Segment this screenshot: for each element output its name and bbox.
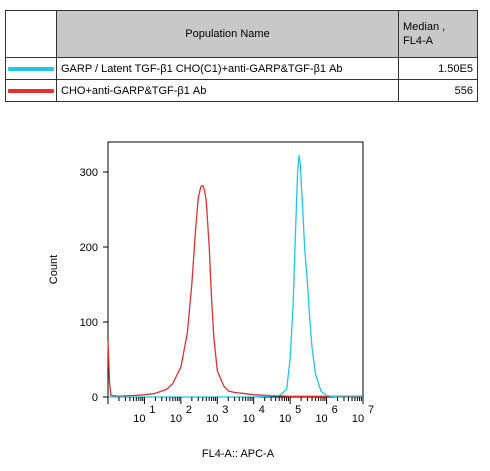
x-tick-exponent: 7	[368, 404, 374, 416]
legend-row-median: 556	[398, 79, 478, 102]
legend-swatch-line	[8, 88, 54, 93]
series-line-0	[107, 184, 363, 397]
x-axis: 10 1 10 2 10 3 10 4 10 5 10 6 10 7	[107, 397, 374, 425]
x-axis-label: FL4-A:: APC-A	[202, 448, 275, 460]
plot-frame	[107, 141, 364, 398]
x-tick-exponent: 2	[186, 404, 192, 416]
x-tick-exponent: 4	[259, 404, 265, 416]
y-tick-label: 100	[80, 317, 98, 329]
legend-row: GARP / Latent TGF-β1 CHO(C1)+anti-GARP&T…	[5, 57, 478, 80]
x-tick-exponent: 1	[149, 404, 155, 416]
legend-header-median-line2: FL4-A	[403, 35, 433, 47]
y-tick-label: 300	[80, 167, 98, 179]
y-tick-label: 0	[92, 392, 98, 404]
legend-header-median-line1: Median ,	[403, 21, 446, 33]
y-axis: 0 100 200 300	[80, 167, 108, 404]
legend-swatch-line	[8, 66, 54, 71]
x-tick-exponent: 5	[295, 404, 301, 416]
legend-row: CHO+anti-GARP&TGF-β1 Ab 556	[5, 79, 478, 102]
y-tick-label: 200	[80, 242, 98, 254]
legend-row-name: GARP / Latent TGF-β1 CHO(C1)+anti-GARP&T…	[56, 57, 399, 80]
legend-header-row: Population Name Median , FL4-A	[5, 10, 478, 58]
x-tick-label: 10	[279, 413, 291, 425]
legend-swatch	[5, 79, 57, 102]
legend-header-population-name: Population Name	[56, 10, 399, 58]
x-tick-label: 10	[206, 413, 218, 425]
x-tick-label: 10	[170, 413, 182, 425]
legend-header-median: Median , FL4-A	[398, 10, 478, 58]
x-tick-label: 10	[315, 413, 327, 425]
x-tick-label: 10	[133, 413, 145, 425]
x-tick-exponent: 6	[332, 404, 338, 416]
series-layer	[107, 154, 363, 398]
legend-row-name: CHO+anti-GARP&TGF-β1 Ab	[56, 79, 399, 102]
x-tick-label: 10	[352, 413, 364, 425]
x-tick-label: 10	[243, 413, 255, 425]
series-line-1	[108, 154, 363, 398]
y-axis-label: Count	[48, 255, 60, 284]
legend-header-blank	[5, 10, 57, 58]
x-tick-exponent: 3	[222, 404, 228, 416]
legend-table: Population Name Median , FL4-A GARP / Lat…	[5, 10, 478, 102]
